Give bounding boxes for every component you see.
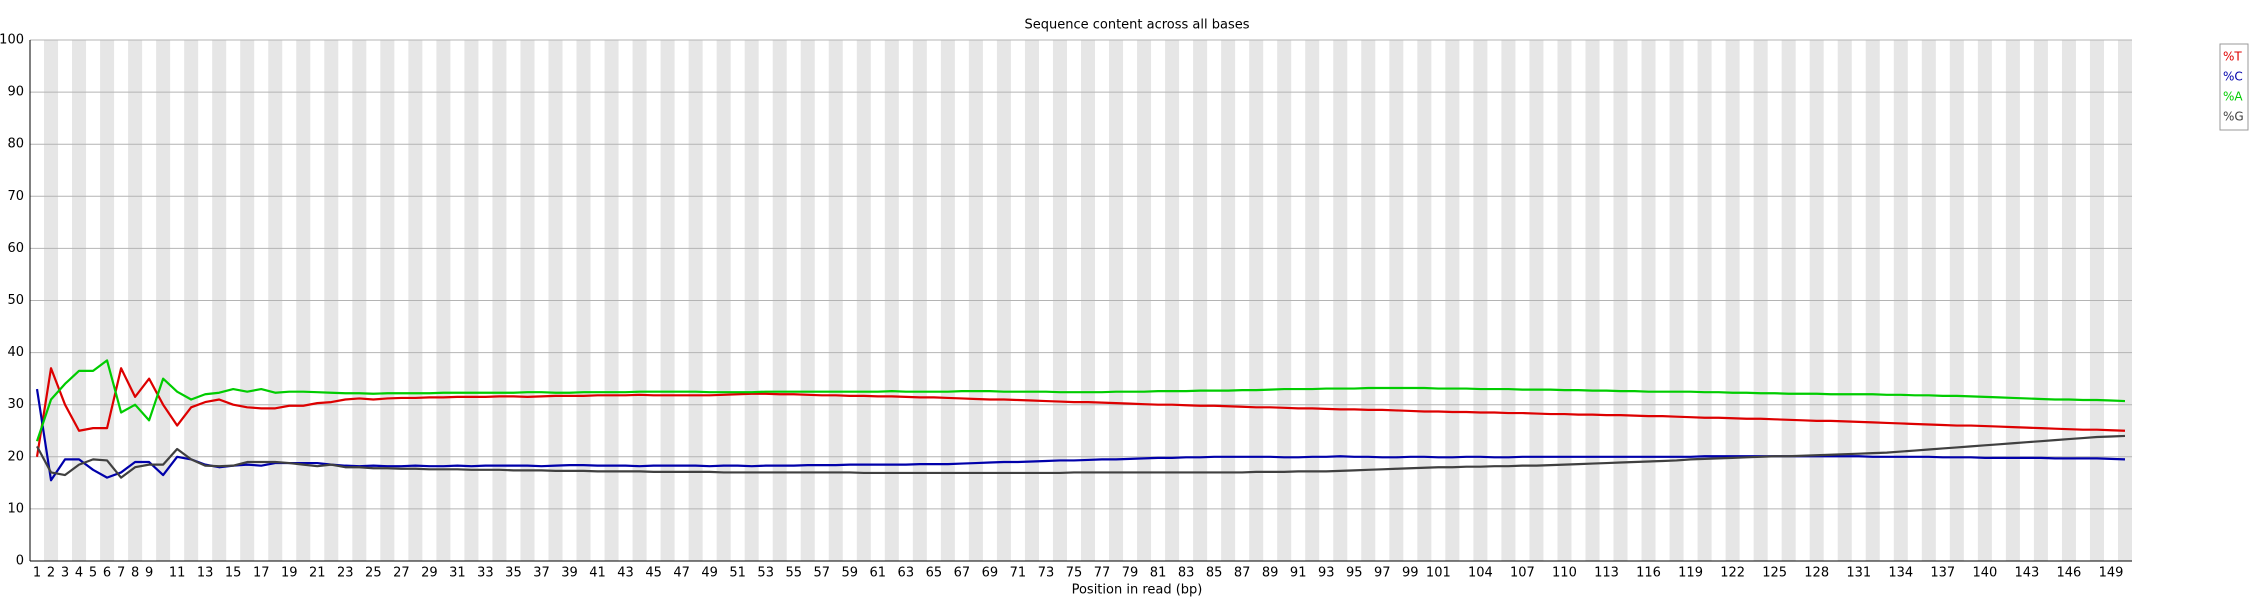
series-line — [35, 367, 2126, 457]
x-tick-label: 2 — [47, 566, 55, 581]
x-tick-label: 110 — [1552, 566, 1577, 581]
x-tick-label: 39 — [561, 566, 578, 581]
x-tick-label: 99 — [1402, 566, 1419, 581]
y-tick-label: 40 — [7, 345, 24, 360]
x-tick-label: 63 — [898, 566, 915, 581]
x-tick-label: 97 — [1374, 566, 1391, 581]
x-tick-label: 21 — [309, 566, 326, 581]
x-axis-title: Position in read (bp) — [1072, 583, 1203, 598]
legend-box — [2219, 43, 2249, 131]
x-tick-label: 87 — [1234, 566, 1251, 581]
x-tick-label: 119 — [1678, 566, 1703, 581]
y-tick-label: 90 — [7, 85, 24, 100]
x-tick-label: 6 — [103, 566, 111, 581]
x-tick-label: 75 — [1066, 566, 1083, 581]
x-tick-label: 104 — [1468, 566, 1493, 581]
x-tick-label: 91 — [1290, 566, 1307, 581]
x-tick-label: 128 — [1804, 566, 1829, 581]
x-tick-label: 29 — [421, 566, 438, 581]
x-tick-label: 116 — [1636, 566, 1661, 581]
series-line — [36, 434, 2126, 479]
y-tick-label: 100 — [0, 33, 24, 48]
x-tick-label: 83 — [1178, 566, 1195, 581]
x-tick-label: 107 — [1510, 566, 1535, 581]
x-tick-label: 37 — [533, 566, 550, 581]
x-tick-label: 134 — [1888, 566, 1913, 581]
x-tick-label: 13 — [197, 566, 214, 581]
x-tick-label: 5 — [89, 566, 97, 581]
x-tick-label: 3 — [61, 566, 69, 581]
x-tick-label: 69 — [982, 566, 999, 581]
y-tick-label: 20 — [7, 449, 24, 464]
x-tick-label: 93 — [1318, 566, 1335, 581]
x-tick-label: 8 — [131, 566, 139, 581]
x-tick-label: 35 — [505, 566, 522, 581]
x-tick-label: 95 — [1346, 566, 1363, 581]
legend-label: %C — [2223, 70, 2243, 84]
y-tick-label: 80 — [7, 137, 24, 152]
x-tick-label: 55 — [785, 566, 802, 581]
x-tick-label: 73 — [1038, 566, 1055, 581]
y-tick-label: 70 — [7, 189, 24, 204]
x-tick-label: 19 — [281, 566, 298, 581]
legend-label: %T — [2223, 50, 2242, 64]
x-tick-label: 149 — [2099, 566, 2124, 581]
x-tick-label: 51 — [729, 566, 746, 581]
legend-label: %A — [2223, 90, 2243, 104]
x-tick-label: 1 — [33, 566, 41, 581]
x-tick-label: 27 — [393, 566, 410, 581]
legend-label: %G — [2223, 110, 2244, 124]
x-tick-label: 25 — [365, 566, 382, 581]
x-tick-label: 143 — [2014, 566, 2039, 581]
x-tick-label: 59 — [842, 566, 859, 581]
x-tick-label: 7 — [117, 566, 125, 581]
x-tick-label: 9 — [145, 566, 153, 581]
x-tick-label: 65 — [926, 566, 943, 581]
x-tick-label: 53 — [757, 566, 774, 581]
x-tick-label: 23 — [337, 566, 354, 581]
x-tick-label: 122 — [1720, 566, 1745, 581]
x-tick-label: 81 — [1150, 566, 1167, 581]
x-tick-label: 146 — [2057, 566, 2082, 581]
series-line — [35, 359, 2126, 442]
x-tick-label: 17 — [253, 566, 270, 581]
x-tick-label: 41 — [589, 566, 606, 581]
x-tick-label: 125 — [1762, 566, 1787, 581]
x-tick-label: 31 — [449, 566, 466, 581]
x-tick-label: 101 — [1426, 566, 1451, 581]
x-tick-label: 45 — [645, 566, 662, 581]
y-tick-label: 0 — [16, 554, 24, 569]
x-tick-label: 43 — [617, 566, 634, 581]
x-tick-label: 61 — [870, 566, 887, 581]
chart-title: Sequence content across all bases — [1024, 18, 1249, 33]
y-tick-label: 30 — [7, 397, 24, 412]
x-tick-label: 113 — [1594, 566, 1619, 581]
x-tick-label: 47 — [673, 566, 690, 581]
x-tick-label: 49 — [701, 566, 718, 581]
x-tick-label: 57 — [813, 566, 830, 581]
y-tick-label: 50 — [7, 293, 24, 308]
x-tick-label: 137 — [1930, 566, 1955, 581]
x-tick-label: 77 — [1094, 566, 1111, 581]
x-tick-label: 140 — [1972, 566, 1997, 581]
x-tick-label: 79 — [1122, 566, 1139, 581]
x-tick-label: 33 — [477, 566, 494, 581]
x-tick-label: 67 — [954, 566, 971, 581]
x-tick-label: 11 — [169, 566, 186, 581]
x-tick-label: 15 — [225, 566, 242, 581]
x-tick-label: 131 — [1846, 566, 1871, 581]
y-tick-label: 60 — [7, 241, 24, 256]
x-tick-label: 89 — [1262, 566, 1279, 581]
y-tick-label: 10 — [7, 501, 24, 516]
x-tick-label: 85 — [1206, 566, 1223, 581]
x-tick-label: 4 — [75, 566, 83, 581]
x-tick-label: 71 — [1010, 566, 1027, 581]
